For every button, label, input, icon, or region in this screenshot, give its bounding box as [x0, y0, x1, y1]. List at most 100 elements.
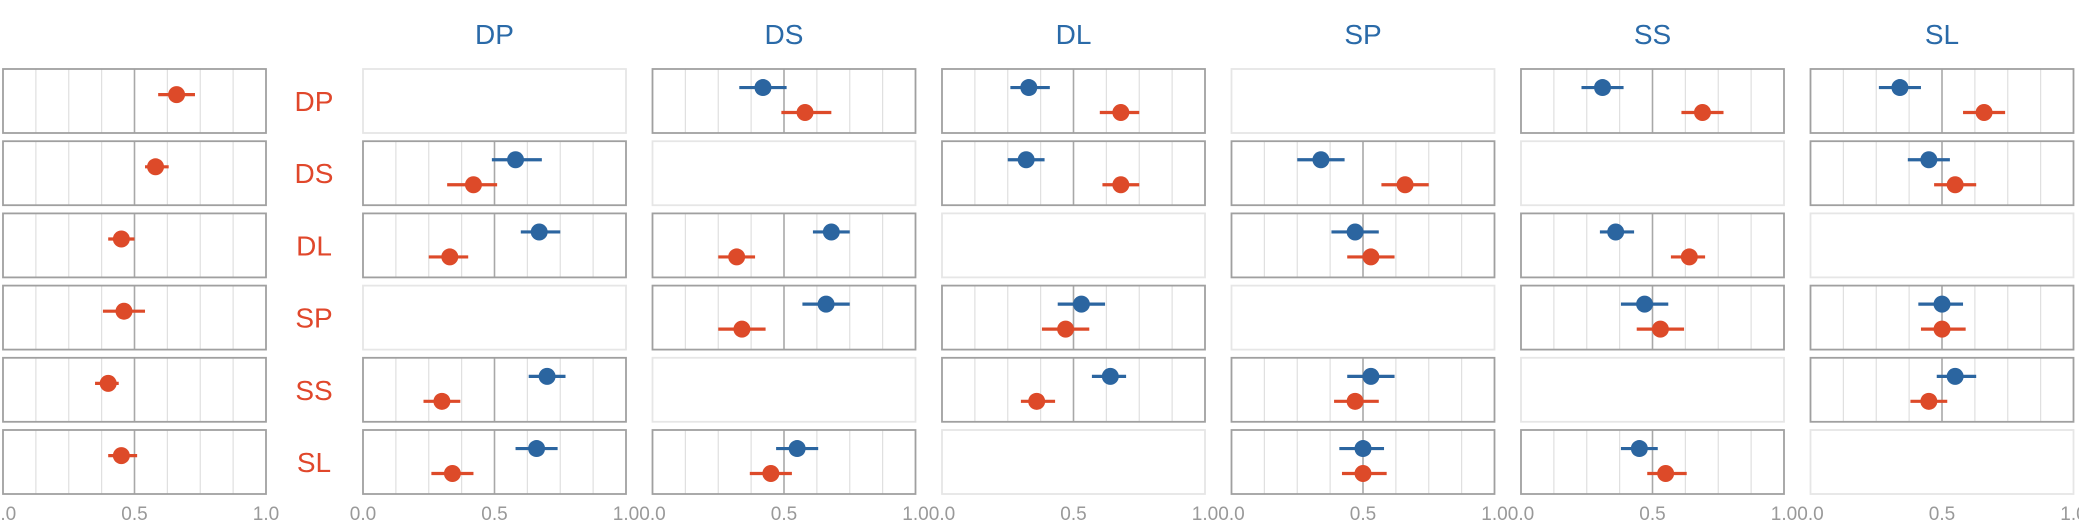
blue-marker-point	[1346, 223, 1364, 241]
panel-frame	[1520, 212, 1785, 279]
red-marker-point	[1396, 176, 1414, 194]
row-label: SP	[295, 303, 332, 334]
panel-frame	[362, 356, 627, 423]
grid-panel	[362, 140, 627, 207]
column-title: DL	[1056, 19, 1092, 50]
panel-frame	[1809, 284, 2075, 351]
grid-panel	[651, 284, 917, 351]
x-tick-label: 0.5	[1060, 504, 1086, 525]
panel-frame	[1809, 429, 2075, 495]
panel-frame	[362, 140, 627, 207]
blue-marker-point	[538, 367, 556, 385]
x-tick-label: 0.5	[121, 504, 147, 525]
left-panel-point	[168, 86, 186, 104]
column-title: SP	[1344, 19, 1381, 50]
blue-marker-point	[1017, 151, 1035, 169]
panel-frame	[2, 212, 267, 279]
panel-frame	[651, 284, 917, 351]
x-tick-label: 0.0	[639, 504, 665, 525]
grid-panel	[1809, 212, 2075, 279]
grid-panel	[1520, 212, 1785, 279]
grid-panel	[1230, 212, 1496, 279]
panel-frame	[941, 68, 1206, 134]
grid-panel	[1809, 429, 2075, 495]
blue-marker-point	[530, 223, 548, 241]
left-panel	[2, 68, 267, 134]
red-marker-point	[1346, 392, 1364, 410]
grid-panel	[941, 284, 1206, 351]
red-marker-point	[433, 392, 451, 410]
grid-panel	[651, 140, 917, 207]
grid-panel	[651, 68, 917, 134]
blue-marker-point	[1354, 440, 1372, 458]
red-marker-point	[1112, 104, 1130, 122]
x-tick-label: 0.5	[481, 504, 507, 525]
left-panel-point	[147, 158, 165, 176]
panel-frame	[941, 212, 1206, 279]
panel-frame	[1520, 356, 1785, 423]
grid-panel	[1520, 140, 1785, 207]
row-label: DP	[295, 86, 334, 117]
x-tick-label: 0.5	[771, 504, 797, 525]
column-title: DP	[475, 19, 514, 50]
red-marker-point	[1920, 392, 1938, 410]
blue-marker-point	[1933, 295, 1951, 313]
panel-frame	[1809, 212, 2075, 279]
panel-frame	[941, 140, 1206, 207]
left-panel-point	[115, 302, 133, 320]
grid-panel	[941, 356, 1206, 423]
row-label: SS	[295, 375, 332, 406]
grid-panel	[651, 356, 917, 423]
red-marker-point	[796, 104, 814, 122]
panel-frame	[1520, 68, 1785, 134]
grid-panel	[1809, 284, 2075, 351]
red-marker-point	[762, 465, 780, 483]
x-tick-label: 0.0	[0, 504, 16, 525]
blue-marker-point	[1636, 295, 1654, 313]
panel-frame	[2, 68, 267, 134]
grid-panel	[1230, 284, 1496, 351]
panel-frame	[1809, 356, 2075, 423]
x-tick-label: 1.0	[902, 504, 928, 525]
red-marker-point	[1057, 320, 1075, 338]
grid-panel	[651, 429, 917, 495]
panel-frame	[941, 356, 1206, 423]
x-tick-label: 1.0	[613, 504, 639, 525]
blue-marker-point	[1312, 151, 1330, 169]
panel-frame	[1230, 68, 1496, 134]
left-panel	[2, 212, 267, 279]
grid-panel	[941, 140, 1206, 207]
red-marker-point	[1933, 320, 1951, 338]
row-label: DS	[295, 158, 334, 189]
blue-marker-point	[1920, 151, 1938, 169]
red-marker-point	[1112, 176, 1130, 194]
red-marker-point	[1028, 392, 1046, 410]
column-title: SL	[1925, 19, 1959, 50]
x-tick-label: 0.0	[1508, 504, 1534, 525]
blue-marker-point	[1020, 79, 1038, 97]
column-title: DS	[765, 19, 804, 50]
blue-marker-point	[1946, 367, 1964, 385]
red-marker-point	[1946, 176, 1964, 194]
panel-frame	[2, 284, 267, 351]
red-marker-point	[443, 465, 461, 483]
panel-frame	[1230, 356, 1496, 423]
grid-panel	[362, 284, 627, 351]
panel-frame	[362, 284, 627, 351]
panel-frame	[1520, 140, 1785, 207]
grid-panel	[1230, 140, 1496, 207]
blue-marker-point	[754, 79, 772, 97]
panel-frame	[1809, 68, 2075, 134]
left-panel	[2, 140, 267, 207]
grid-panel	[1520, 284, 1785, 351]
panel-frame	[2, 429, 267, 495]
blue-marker-point	[1891, 79, 1909, 97]
left-panel	[2, 429, 267, 495]
panel-frame	[1520, 429, 1785, 495]
x-tick-label: 1.0	[2060, 504, 2079, 525]
panel-frame	[1230, 140, 1496, 207]
x-tick-label: 0.0	[1218, 504, 1244, 525]
blue-marker-point	[1101, 367, 1119, 385]
blue-marker-point	[1594, 79, 1612, 97]
